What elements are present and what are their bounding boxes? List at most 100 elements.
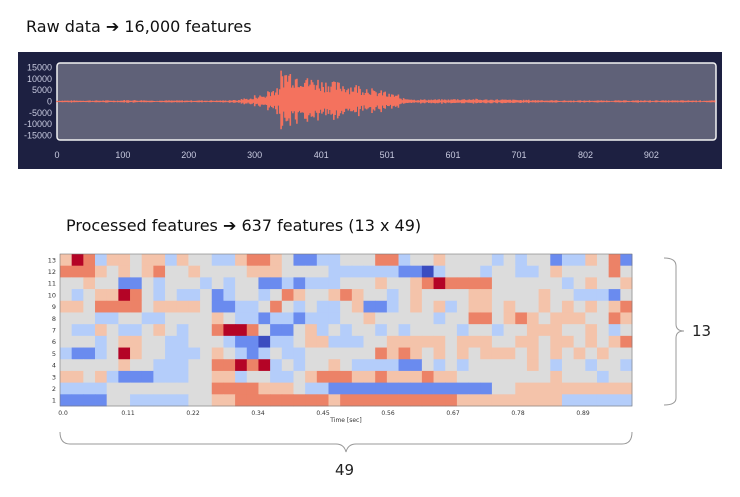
heatmap-cell — [223, 394, 236, 407]
heatmap-cell — [235, 359, 248, 372]
heatmap-cell — [316, 394, 329, 407]
heatmap-cell — [456, 394, 469, 407]
heatmap-cell — [456, 300, 469, 313]
heatmap-cell — [433, 382, 446, 395]
heatmap-cell — [95, 347, 108, 360]
heatmap-cell — [445, 359, 458, 372]
heatmap-cell — [95, 289, 108, 302]
heatmap-cell — [293, 370, 306, 384]
heatmap-cell — [491, 300, 504, 313]
x-tick-label: 0.34 — [251, 410, 265, 417]
heatmap-cell — [573, 347, 586, 360]
heatmap-cell — [328, 370, 341, 384]
heatmap-cell — [375, 359, 388, 372]
heatmap-cell — [561, 289, 575, 302]
x-tick-label: 0.56 — [381, 410, 395, 417]
heatmap-cell — [340, 335, 353, 348]
heatmap-cell — [596, 347, 610, 360]
heatmap-cell — [235, 300, 248, 313]
heatmap-cell — [503, 265, 516, 278]
heatmap-cell — [351, 277, 364, 290]
heatmap-cell — [316, 289, 329, 302]
heatmap-cell — [83, 312, 96, 325]
heatmap-cell — [468, 370, 481, 384]
heatmap-cell — [526, 265, 540, 278]
heatmap-cell — [118, 265, 131, 278]
heatmap-cell — [456, 277, 469, 290]
heatmap-cell — [596, 300, 610, 313]
heatmap-cell — [305, 289, 318, 302]
heatmap-cell — [235, 277, 248, 290]
heatmap-cell — [491, 335, 504, 348]
heatmap-cell — [60, 265, 73, 278]
heatmap-cell — [398, 289, 411, 302]
heatmap-cell — [60, 335, 73, 348]
heatmap-cell — [106, 382, 119, 395]
heatmap-cell — [246, 289, 259, 302]
heatmap-cell — [468, 335, 481, 348]
heatmap-cell — [71, 254, 84, 267]
heatmap-cell — [83, 370, 96, 384]
heatmap-cell — [188, 347, 201, 360]
heatmap-cell — [281, 254, 294, 267]
heatmap-cell — [130, 359, 143, 372]
heatmap-cell — [223, 370, 236, 384]
heatmap-cell — [340, 394, 353, 407]
heatmap-cell — [585, 370, 598, 384]
heatmap-cell — [491, 382, 504, 395]
heatmap-cell — [398, 312, 411, 325]
heatmap-cell — [363, 300, 376, 313]
heatmap-cell — [258, 289, 271, 302]
heatmap-cell — [223, 347, 236, 360]
heatmap-cell — [118, 300, 131, 313]
heatmap-cell — [375, 335, 388, 348]
heatmap-cell — [445, 277, 458, 290]
heatmap-cell — [83, 347, 96, 360]
heatmap-cell — [305, 347, 318, 360]
heatmap-cell — [141, 312, 154, 325]
heatmap-cell — [596, 289, 610, 302]
heatmap-cell — [538, 359, 551, 372]
processed-features-title: Processed features ➔ 637 features (13 x … — [66, 216, 422, 235]
heatmap-cell — [176, 289, 189, 302]
heatmap-cell — [188, 382, 201, 395]
heatmap-chart: 13 12 11 10 9 8 7 6 5 4 3 2 10.0 0.11 0.22 0.34 0.45 0.56… — [48, 253, 633, 424]
heatmap-cell — [223, 254, 236, 267]
heatmap-cell — [351, 300, 364, 313]
heatmap-cell — [608, 312, 621, 325]
heatmap-cell — [585, 312, 598, 325]
heatmap-cell — [328, 394, 341, 407]
y-tick-label: 15000 — [27, 63, 52, 73]
heatmap-cell — [165, 359, 178, 372]
heatmap-cell — [305, 312, 318, 325]
heatmap-cell — [165, 394, 178, 407]
heatmap-cell — [375, 382, 388, 395]
heatmap-cell — [270, 254, 283, 267]
y-tick-label: 13 — [48, 256, 56, 264]
heatmap-cell — [398, 382, 411, 395]
heatmap-cell — [538, 254, 551, 267]
heatmap-cell — [153, 254, 166, 267]
heatmap-cell — [223, 382, 236, 395]
heatmap-cell — [118, 312, 131, 325]
heatmap-cell — [596, 370, 610, 384]
heatmap-cell — [223, 277, 236, 290]
heatmap-cell — [328, 265, 341, 278]
heatmap-cell — [211, 312, 224, 325]
heatmap-cell — [550, 370, 563, 384]
heatmap-cell — [433, 335, 446, 348]
heatmap-cell — [433, 289, 446, 302]
x-tick-label: 0 — [54, 150, 59, 160]
heatmap-cell — [515, 359, 528, 372]
heatmap-cell — [258, 347, 271, 360]
heatmap-cell — [375, 394, 388, 407]
heatmap-cell — [118, 382, 131, 395]
heatmap-cell — [410, 324, 423, 337]
heatmap-cell — [375, 324, 388, 337]
heatmap-cell — [153, 382, 166, 395]
heatmap-cell — [480, 394, 493, 407]
heatmap-cell — [188, 312, 201, 325]
heatmap-cell — [235, 335, 248, 348]
y-tick-label: 10000 — [27, 74, 52, 84]
heatmap-cell — [363, 370, 376, 384]
